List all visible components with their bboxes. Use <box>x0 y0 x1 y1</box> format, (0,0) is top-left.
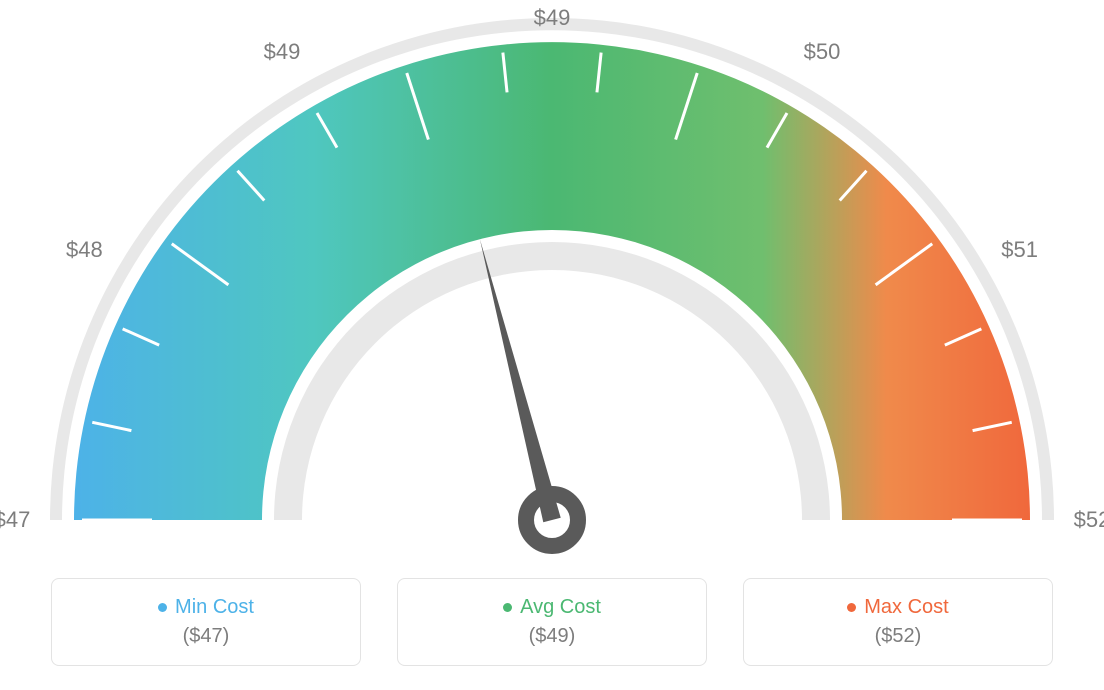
legend-text-min: Min Cost <box>175 596 254 619</box>
legend-card-min: Min Cost ($47) <box>51 578 361 666</box>
legend-value-min: ($47) <box>183 625 230 648</box>
gauge-tick-label: $48 <box>66 237 103 263</box>
legend-label-avg: Avg Cost <box>503 596 601 619</box>
legend-card-max: Max Cost ($52) <box>743 578 1053 666</box>
legend-label-max: Max Cost <box>847 596 948 619</box>
legend-text-max: Max Cost <box>864 596 948 619</box>
legend-text-avg: Avg Cost <box>520 596 601 619</box>
gauge-tick-label: $51 <box>1001 237 1038 263</box>
legend-row: Min Cost ($47) Avg Cost ($49) Max Cost (… <box>0 578 1104 666</box>
gauge-svg <box>0 0 1104 560</box>
legend-dot-avg <box>503 603 512 612</box>
legend-value-avg: ($49) <box>529 625 576 648</box>
legend-dot-min <box>158 603 167 612</box>
legend-dot-max <box>847 603 856 612</box>
legend-value-max: ($52) <box>875 625 922 648</box>
gauge-chart: $47 $48 $49 $49 $50 $51 $52 <box>0 0 1104 560</box>
gauge-tick-label: $49 <box>534 5 571 31</box>
gauge-tick-label: $50 <box>804 39 841 65</box>
legend-label-min: Min Cost <box>158 596 254 619</box>
gauge-tick-label: $52 <box>1074 507 1104 533</box>
gauge-tick-label: $49 <box>264 39 301 65</box>
gauge-tick-label: $47 <box>0 507 30 533</box>
legend-card-avg: Avg Cost ($49) <box>397 578 707 666</box>
